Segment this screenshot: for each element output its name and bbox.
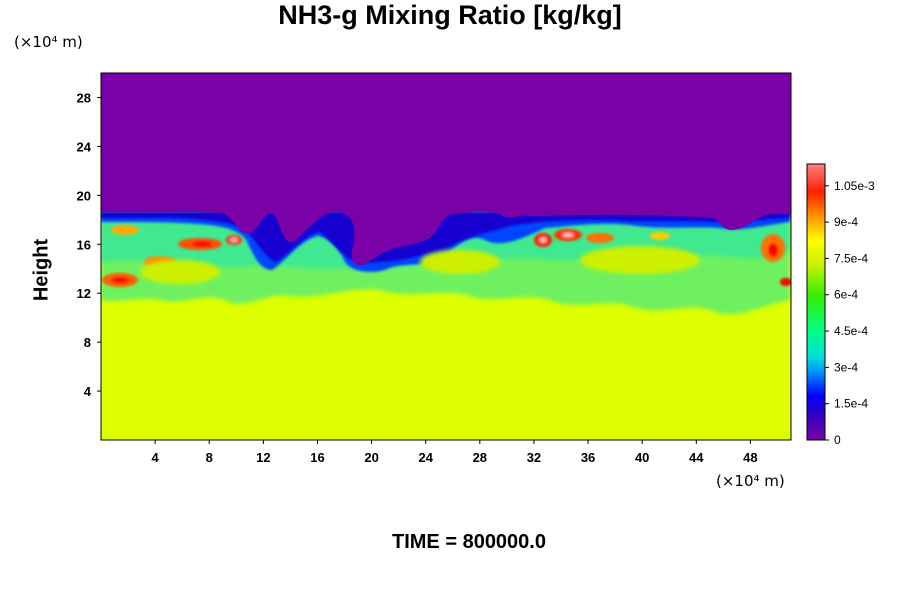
x-tick-label: 16 xyxy=(310,450,324,465)
colorbar xyxy=(806,163,826,441)
colorbar-tick-label: 3e-4 xyxy=(834,360,858,374)
colorbar-ticks: 0 1.5e-4 3e-4 4.5e-4 6e-4 7.5e-4 9e-4 1.05e-3 xyxy=(825,179,875,447)
hotspot xyxy=(111,277,129,283)
x-axis-unit: (×10⁴ m) xyxy=(716,472,785,490)
y-tick-label: 16 xyxy=(77,237,91,252)
hotspot xyxy=(539,237,547,243)
y-axis-unit: (×10⁴ m) xyxy=(14,33,83,51)
colorbar-tick-label: 4.5e-4 xyxy=(834,324,868,338)
field-upper-layer xyxy=(101,73,791,266)
y-tick-label: 24 xyxy=(77,139,92,154)
y-tick-label: 12 xyxy=(77,286,91,301)
y-tick-label: 28 xyxy=(77,90,91,105)
colorbar-tick-label: 9e-4 xyxy=(834,215,858,229)
chart-title: NH3-g Mixing Ratio [kg/kg] xyxy=(278,0,622,30)
yellow-patch xyxy=(580,246,700,274)
y-tick-label: 4 xyxy=(84,384,92,399)
colorbar-tick-label: 1.05e-3 xyxy=(834,179,875,193)
hotspot xyxy=(230,237,238,243)
y-tick-label: 20 xyxy=(77,188,91,203)
x-tick-label: 40 xyxy=(635,450,649,465)
hotspot xyxy=(192,241,212,247)
x-tick-label: 28 xyxy=(473,450,487,465)
y-tick-label: 8 xyxy=(84,335,91,350)
x-tick-label: 32 xyxy=(527,450,541,465)
plot-frame xyxy=(100,72,792,441)
hotspot xyxy=(650,232,670,240)
x-tick-label: 44 xyxy=(689,450,704,465)
yellow-patch xyxy=(420,250,500,274)
x-tick-label: 12 xyxy=(256,450,270,465)
colorbar-tick-label: 6e-4 xyxy=(834,288,858,302)
time-label: TIME = 800000.0 xyxy=(392,531,546,553)
hotspot xyxy=(562,232,574,238)
x-tick-label: 4 xyxy=(152,450,160,465)
y-axis-ticks: 4 8 12 16 20 24 28 xyxy=(77,90,101,399)
colorbar-tick-label: 7.5e-4 xyxy=(834,251,868,265)
colorbar-tick-label: 0 xyxy=(834,433,841,447)
hotspot xyxy=(768,243,778,257)
x-tick-label: 48 xyxy=(743,450,757,465)
field-yellow-patches xyxy=(140,246,700,284)
yellow-patch xyxy=(140,260,220,284)
x-tick-label: 36 xyxy=(581,450,595,465)
heatmap-field xyxy=(101,73,791,440)
hotspot xyxy=(780,278,791,286)
field-boundary-core xyxy=(101,212,790,263)
x-tick-label: 20 xyxy=(364,450,378,465)
colorbar-tick-label: 1.5e-4 xyxy=(834,397,868,411)
x-axis-ticks: 4 8 12 16 20 24 28 32 36 40 44 48 xyxy=(152,440,758,465)
hotspot xyxy=(586,233,614,243)
hotspot xyxy=(111,225,139,235)
x-tick-label: 24 xyxy=(418,450,433,465)
x-tick-label: 8 xyxy=(206,450,213,465)
